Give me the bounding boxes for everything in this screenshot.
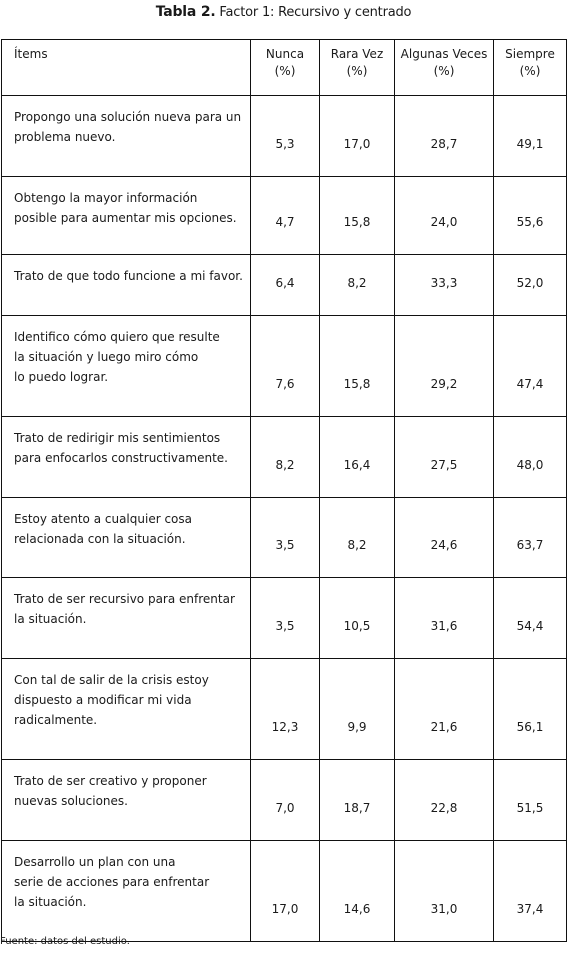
value-cell: 15,8 <box>319 315 395 417</box>
value-cell: 31,0 <box>394 840 494 942</box>
item-cell: Trato de ser creativo y proponer nuevas s… <box>1 759 251 841</box>
value-cell: 18,7 <box>319 759 395 841</box>
value-cell: 29,2 <box>394 315 494 417</box>
item-cell: Trato de ser recursivo para enfrentar la … <box>1 577 251 659</box>
value-cell: 5,3 <box>250 95 320 177</box>
value-cell: 28,7 <box>394 95 494 177</box>
table-row: Propongo una solución nueva para un probl… <box>1 95 567 177</box>
header-items: Ítems <box>1 39 251 96</box>
table-row: Desarrollo un plan con una serie de accio… <box>1 840 567 942</box>
item-cell: Con tal de salir de la crisis estoy dispu… <box>1 658 251 760</box>
table-row: Identifico cómo quiero que resulte la sit… <box>1 315 567 417</box>
value-cell: 51,5 <box>493 759 567 841</box>
table-row: Trato de ser creativo y proponer nuevas s… <box>1 759 567 841</box>
value-cell: 24,6 <box>394 497 494 578</box>
header-row: Ítems Nunca (%) Rara Vez (%) Algunas Veces… <box>1 39 567 96</box>
header-algunas-veces: Algunas Veces (%) <box>394 39 494 96</box>
header-nunca: Nunca (%) <box>250 39 320 96</box>
value-cell: 8,2 <box>319 254 395 316</box>
item-cell: Trato de que todo funcione a mi favor. <box>1 254 251 316</box>
value-cell: 3,5 <box>250 577 320 659</box>
value-cell: 56,1 <box>493 658 567 760</box>
value-cell: 10,5 <box>319 577 395 659</box>
value-cell: 31,6 <box>394 577 494 659</box>
value-cell: 17,0 <box>250 840 320 942</box>
value-cell: 7,6 <box>250 315 320 417</box>
value-cell: 16,4 <box>319 416 395 498</box>
value-cell: 21,6 <box>394 658 494 760</box>
value-cell: 7,0 <box>250 759 320 841</box>
value-cell: 8,2 <box>319 497 395 578</box>
value-cell: 3,5 <box>250 497 320 578</box>
item-cell: Propongo una solución nueva para un probl… <box>1 95 251 177</box>
header-rara-vez: Rara Vez (%) <box>319 39 395 96</box>
value-cell: 9,9 <box>319 658 395 760</box>
value-cell: 27,5 <box>394 416 494 498</box>
value-cell: 55,6 <box>493 176 567 255</box>
table-row: Trato de que todo funcione a mi favor. 6,… <box>1 254 567 316</box>
caption-label: Tabla 2. <box>155 4 216 20</box>
table-row: Estoy atento a cualquier cosa relacionada… <box>1 497 567 578</box>
item-cell: Desarrollo un plan con una serie de accio… <box>1 840 251 942</box>
table-row: Con tal de salir de la crisis estoy dispu… <box>1 658 567 760</box>
value-cell: 17,0 <box>319 95 395 177</box>
caption-title: Factor 1: Recursivo y centrado <box>219 5 412 20</box>
value-cell: 54,4 <box>493 577 567 659</box>
item-cell: Obtengo la mayor información posible para… <box>1 176 251 255</box>
table-row: Obtengo la mayor información posible para… <box>1 176 567 255</box>
source-note: Fuente: datos del estudio. <box>0 936 130 947</box>
table-caption: Tabla 2. Factor 1: Recursivo y centrado <box>0 4 567 20</box>
value-cell: 37,4 <box>493 840 567 942</box>
value-cell: 4,7 <box>250 176 320 255</box>
value-cell: 52,0 <box>493 254 567 316</box>
value-cell: 6,4 <box>250 254 320 316</box>
item-cell: Identifico cómo quiero que resulte la sit… <box>1 315 251 417</box>
value-cell: 22,8 <box>394 759 494 841</box>
value-cell: 33,3 <box>394 254 494 316</box>
value-cell: 14,6 <box>319 840 395 942</box>
table-row: Trato de redirigir mis sentimientos para … <box>1 416 567 498</box>
value-cell: 48,0 <box>493 416 567 498</box>
value-cell: 47,4 <box>493 315 567 417</box>
value-cell: 24,0 <box>394 176 494 255</box>
item-cell: Estoy atento a cualquier cosa relacionada… <box>1 497 251 578</box>
value-cell: 63,7 <box>493 497 567 578</box>
value-cell: 12,3 <box>250 658 320 760</box>
value-cell: 49,1 <box>493 95 567 177</box>
value-cell: 15,8 <box>319 176 395 255</box>
value-cell: 8,2 <box>250 416 320 498</box>
table-row: Trato de ser recursivo para enfrentar la … <box>1 577 567 659</box>
item-cell: Trato de redirigir mis sentimientos para … <box>1 416 251 498</box>
data-table: Ítems Nunca (%) Rara Vez (%) Algunas Veces… <box>1 39 567 942</box>
header-siempre: Siempre (%) <box>493 39 567 96</box>
